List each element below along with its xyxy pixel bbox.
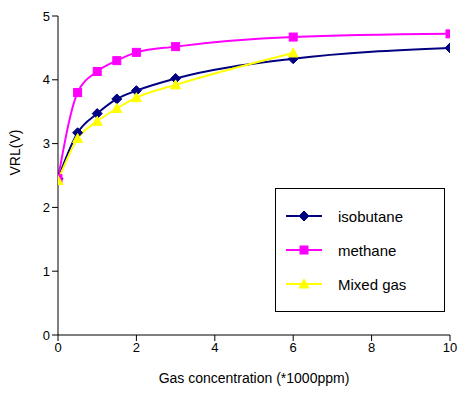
svg-text:4: 4 [211, 340, 218, 355]
svg-text:8: 8 [368, 340, 375, 355]
svg-text:0: 0 [54, 340, 61, 355]
svg-text:10: 10 [443, 340, 457, 355]
svg-text:6: 6 [290, 340, 297, 355]
html-text:methane: methane [338, 241, 397, 259]
svg-text:2: 2 [43, 200, 50, 215]
svg-text:4: 4 [43, 72, 50, 87]
svg-text:1: 1 [43, 264, 50, 279]
svg-text:3: 3 [43, 136, 50, 151]
svg-text:2: 2 [133, 340, 140, 355]
svg-text:0: 0 [43, 328, 50, 343]
svg-text:Gas concentration (*1000ppm): Gas concentration (*1000ppm) [159, 370, 350, 386]
svg-text:VRL(V): VRL(V) [8, 130, 23, 176]
svg-text:5: 5 [43, 9, 50, 24]
html-text:Mixed gas: Mixed gas [338, 275, 407, 293]
html-text:isobutane: isobutane [338, 207, 404, 225]
